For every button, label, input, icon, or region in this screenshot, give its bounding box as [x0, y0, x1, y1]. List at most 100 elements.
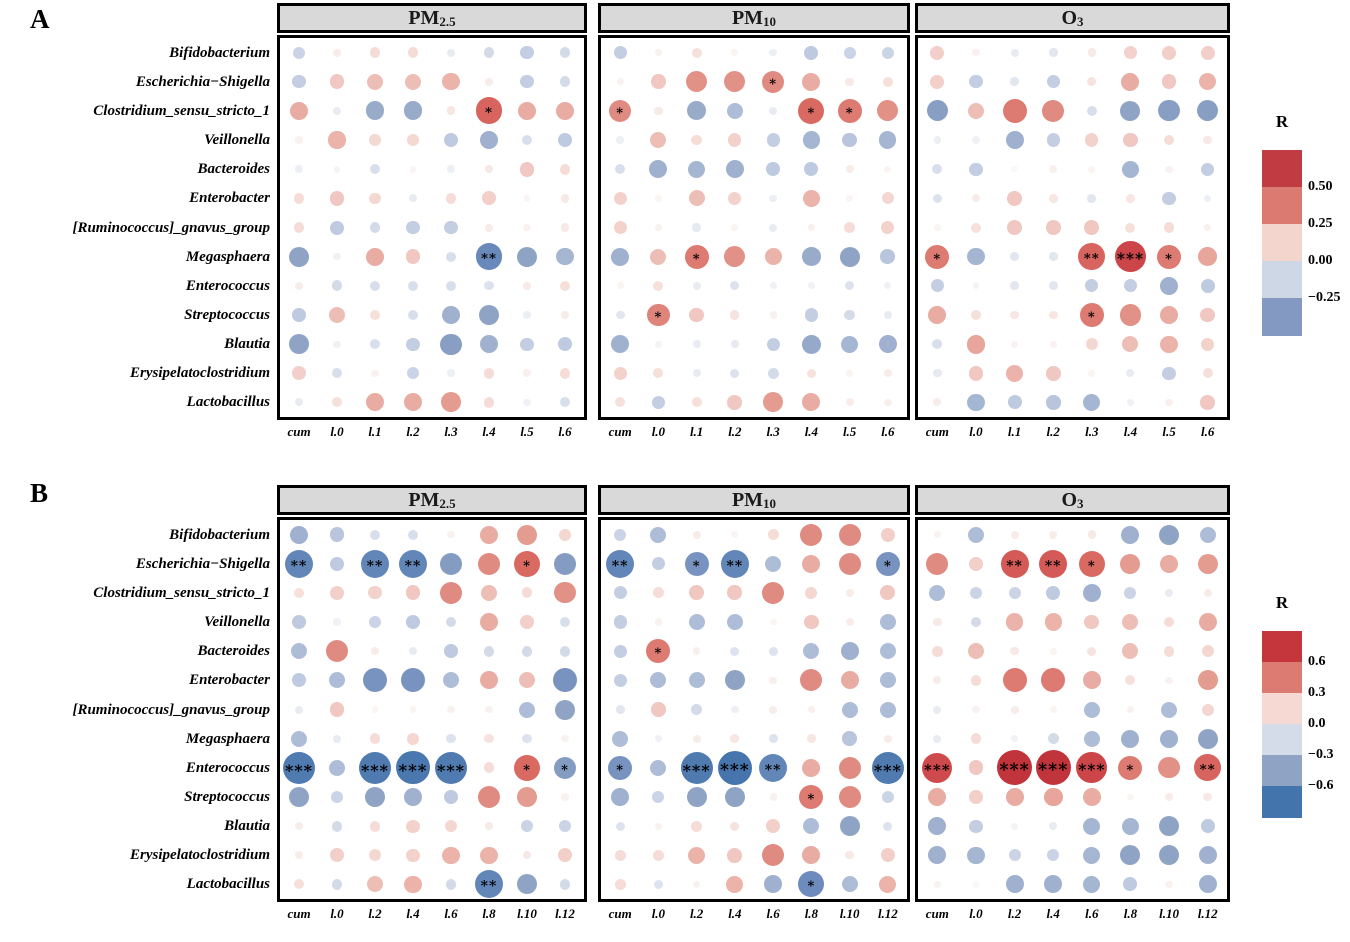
correlation-dot — [766, 819, 781, 834]
correlation-dot — [1011, 165, 1018, 173]
x-axis-tick-label: l.5 — [842, 424, 857, 439]
correlation-dot — [1126, 705, 1135, 714]
correlation-dot — [879, 643, 896, 660]
x-axis-tick-label: l.4 — [804, 424, 819, 439]
correlation-dot — [650, 759, 667, 776]
correlation-dot — [1082, 787, 1101, 806]
correlation-dot — [654, 223, 662, 232]
x-axis-tick-label: l.10 — [1159, 906, 1179, 921]
correlation-dot — [293, 46, 305, 59]
correlation-dot — [689, 307, 705, 323]
correlation-dot — [331, 790, 343, 803]
legend-color-block — [1262, 631, 1302, 663]
correlation-dot — [933, 398, 942, 407]
correlation-dot — [1197, 100, 1219, 122]
correlation-dot — [615, 821, 625, 831]
correlation-dot — [331, 280, 343, 292]
correlation-dot — [931, 645, 943, 657]
row-label: Erysipelatoclostridium — [129, 365, 270, 382]
correlation-dot — [838, 785, 861, 808]
correlation-dot — [613, 45, 627, 60]
correlation-dot — [1085, 338, 1098, 351]
x-axis-tick-label: l.2 — [1046, 424, 1060, 439]
correlation-dot — [881, 220, 895, 235]
correlation-dot — [691, 134, 703, 146]
correlation-dot — [802, 554, 821, 573]
correlation-dot — [730, 339, 740, 349]
correlation-dot — [295, 705, 303, 714]
x-axis-tick-label: l.0 — [969, 906, 983, 921]
correlation-dot — [1045, 395, 1061, 410]
correlation-dot — [1165, 588, 1174, 597]
row-label: [Ruminococcus]_gnavus_group — [72, 701, 270, 718]
x-axis-tick-label: l.2 — [689, 906, 704, 921]
correlation-dot — [404, 875, 422, 893]
correlation-dot: * — [684, 551, 709, 576]
correlation-dot — [447, 369, 455, 378]
correlation-dot: * — [762, 70, 785, 93]
correlation-dot — [445, 616, 457, 628]
correlation-dot — [446, 251, 456, 262]
x-axis-tick-label: l.8 — [482, 906, 496, 921]
correlation-dot — [802, 393, 821, 412]
correlation-dot — [769, 48, 777, 57]
correlation-dot — [407, 47, 419, 58]
correlation-dot — [523, 194, 531, 202]
correlation-dot — [1121, 729, 1140, 748]
correlation-dot — [967, 526, 984, 543]
x-axis-tick-label: l.0 — [651, 906, 666, 921]
correlation-dot — [1165, 792, 1174, 801]
correlation-dot — [692, 281, 701, 290]
correlation-dot — [883, 310, 892, 319]
correlation-dot — [614, 849, 626, 861]
significance-stars: *** — [1038, 760, 1069, 781]
correlation-dot — [1197, 728, 1218, 749]
correlation-dot — [846, 194, 854, 202]
correlation-dot — [769, 618, 777, 626]
correlation-dot — [478, 785, 500, 808]
correlation-dot — [559, 163, 571, 175]
x-axis-tick-label: l.0 — [969, 424, 983, 439]
x-axis-tick-label: cum — [287, 906, 311, 921]
correlation-dot — [769, 194, 777, 203]
correlation-dot — [1197, 670, 1218, 691]
correlation-dot — [295, 136, 303, 144]
correlation-dot — [1005, 875, 1024, 894]
correlation-dot — [1048, 48, 1058, 57]
correlation-dot: * — [1078, 550, 1105, 577]
correlation-dot: * — [799, 784, 824, 809]
significance-stars: * — [807, 105, 816, 121]
correlation-dot — [615, 705, 625, 714]
correlation-dot — [295, 281, 303, 290]
correlation-dot — [330, 585, 344, 600]
correlation-dot — [485, 705, 493, 714]
correlation-dot — [329, 672, 345, 689]
correlation-dot — [1010, 340, 1019, 348]
facet-plot-a-2 — [915, 35, 1230, 420]
significance-stars: * — [769, 76, 778, 92]
x-axis-tick-label: l.12 — [1197, 906, 1218, 921]
correlation-dot — [879, 672, 896, 689]
row-label: Megasphaera — [185, 730, 270, 747]
correlation-dot — [1087, 77, 1097, 87]
correlation-dot — [884, 165, 892, 173]
correlation-dot — [688, 846, 706, 864]
correlation-dot — [806, 734, 816, 744]
correlation-dot — [480, 525, 498, 544]
correlation-dot — [845, 588, 854, 597]
correlation-dot — [333, 618, 341, 626]
correlation-dot — [1198, 247, 1218, 267]
correlation-dot — [521, 820, 533, 833]
correlation-dot — [520, 337, 534, 351]
x-axis-tick-label: l.6 — [766, 906, 780, 921]
correlation-dot — [801, 247, 821, 267]
correlation-dot — [1161, 701, 1178, 718]
correlation-dot: ** — [475, 243, 503, 271]
correlation-dot — [561, 310, 569, 319]
correlation-dot — [371, 369, 379, 377]
correlation-dot — [613, 191, 627, 205]
x-axis-tick-label: l.0 — [330, 906, 344, 921]
correlation-dot — [1123, 132, 1138, 148]
correlation-dot — [692, 369, 701, 378]
